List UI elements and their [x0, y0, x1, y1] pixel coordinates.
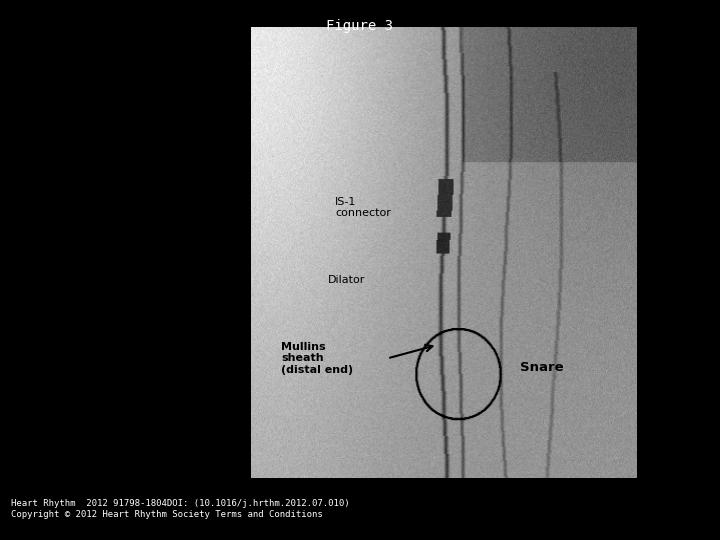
Text: Mullins
sheath
(distal end): Mullins sheath (distal end)	[282, 342, 354, 375]
Text: IS-1
connector: IS-1 connector	[336, 197, 391, 218]
Text: Figure 3: Figure 3	[326, 19, 394, 33]
Text: Copyright © 2012 Heart Rhythm Society Terms and Conditions: Copyright © 2012 Heart Rhythm Society Te…	[11, 510, 323, 519]
Text: Heart Rhythm  2012 91798-1804DOI: (10.1016/j.hrthm.2012.07.010): Heart Rhythm 2012 91798-1804DOI: (10.101…	[11, 500, 349, 509]
Text: Snare: Snare	[521, 361, 564, 374]
Text: Dilator: Dilator	[328, 274, 365, 285]
